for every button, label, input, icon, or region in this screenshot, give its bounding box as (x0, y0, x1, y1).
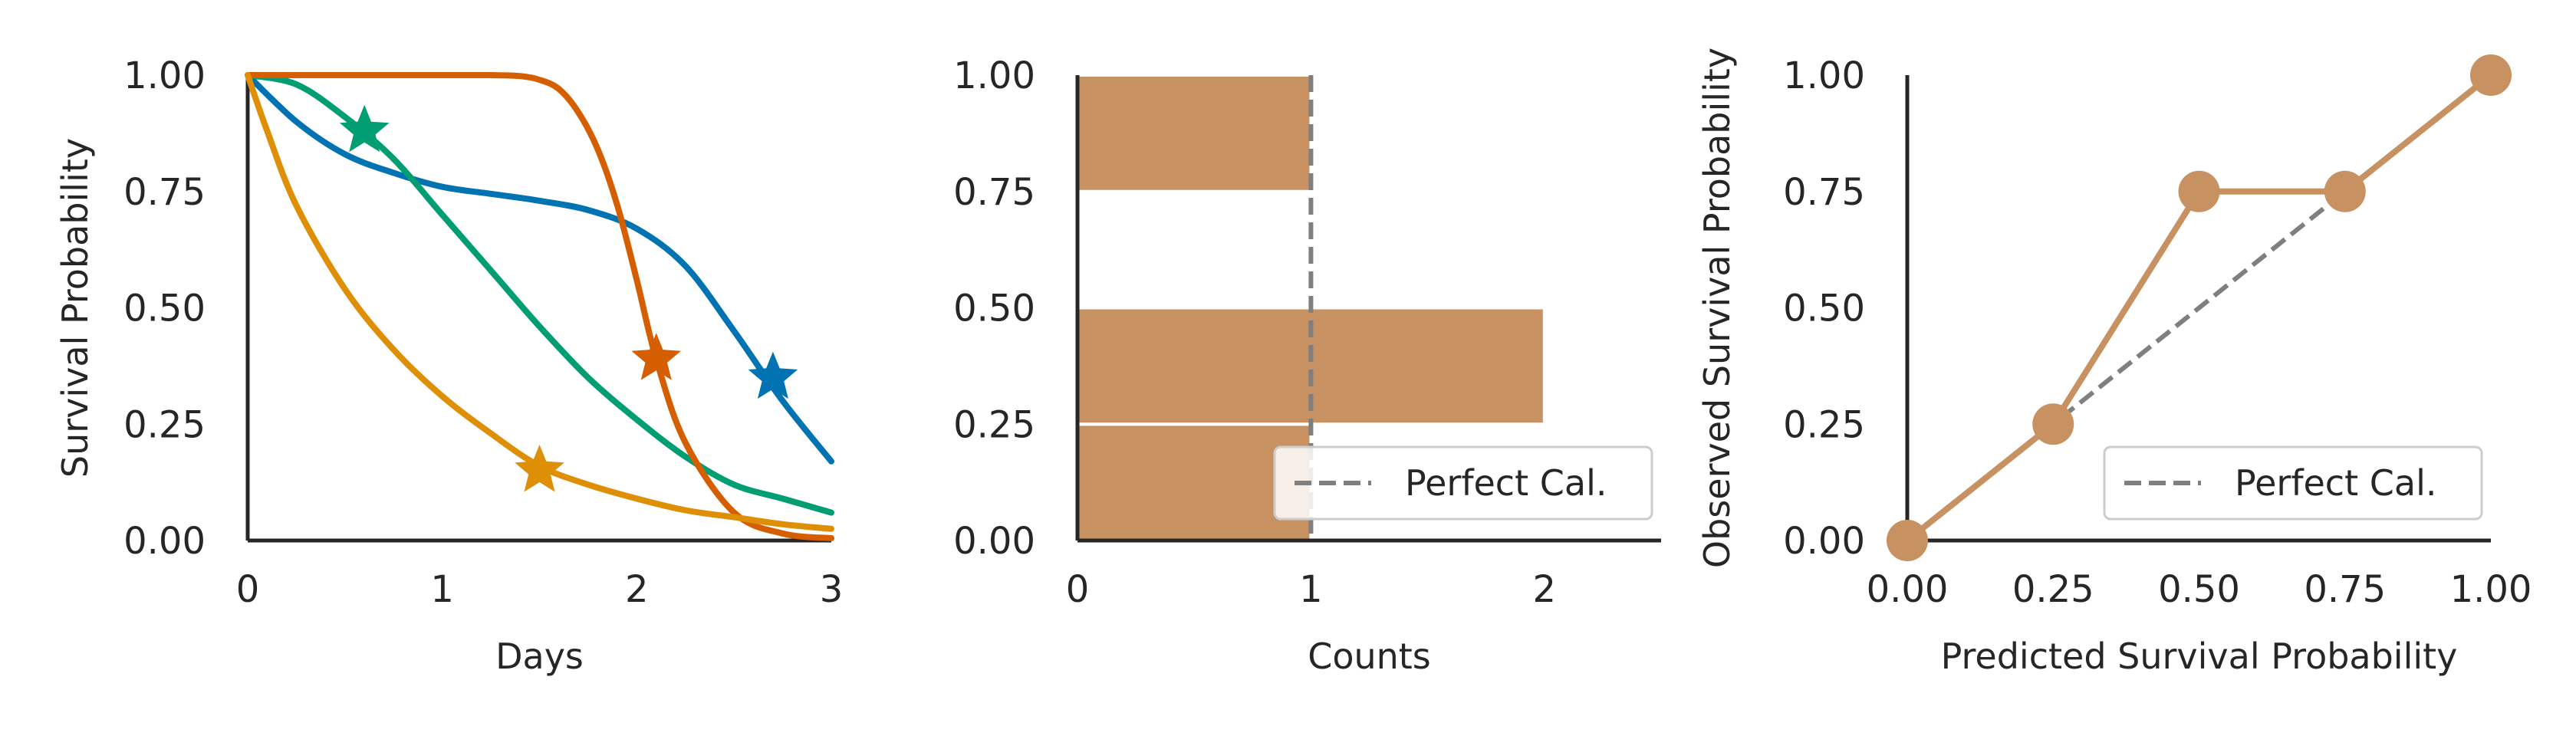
x-axis-label: Predicted Survival Probability (1941, 636, 2458, 677)
calibration-point (2032, 403, 2074, 445)
survival-curve (245, 72, 834, 465)
y-tick-label: 1.00 (953, 54, 1035, 97)
y-tick-label: 0.75 (1783, 171, 1865, 214)
legend: Perfect Cal. (2103, 445, 2483, 521)
y-axis-label: Survival Probability (54, 138, 96, 478)
legend-box (2103, 445, 2483, 521)
event-star-marker (631, 333, 681, 380)
x-tick-label: 1 (1299, 568, 1323, 611)
x-tick-label: 2 (625, 568, 649, 611)
survival-curve (245, 71, 834, 541)
y-tick-label: 0.75 (123, 171, 206, 214)
survival-curve (245, 72, 834, 532)
y-axis-label: Observed Survival Probability (1696, 48, 1738, 568)
x-axis-label: Counts (1308, 636, 1431, 677)
x-tick-label: 1 (430, 568, 454, 611)
legend-box (1273, 445, 1653, 521)
survival-curve (245, 72, 834, 516)
y-tick-label: 0.00 (123, 520, 206, 563)
x-tick-label: 0 (1066, 568, 1090, 611)
y-tick-label: 0.00 (953, 520, 1035, 563)
x-tick-label: 1.00 (2450, 568, 2532, 611)
y-tick-label: 0.25 (123, 403, 206, 446)
x-tick-label: 0.00 (1867, 568, 1949, 611)
x-tick-label: 0 (236, 568, 260, 611)
y-tick-label: 1.00 (1783, 54, 1865, 97)
chart-3: 0.00 0.25 0.50 0.75 1.00 0.00 0.25 0.50 0.75 1.00… (1696, 48, 2532, 677)
perfect-calibration-line (1906, 189, 2347, 543)
chart-2: 0.00 0.25 0.50 0.75 1.00 0 1 2 Counts Perfect Cal… (953, 54, 1661, 677)
x-tick-label: 0.25 (2012, 568, 2094, 611)
histogram-bar (1076, 74, 1313, 193)
calibration-point (2178, 170, 2220, 212)
x-tick-label: 0.75 (2304, 568, 2386, 611)
x-tick-label: 0.50 (2158, 568, 2240, 611)
legend-label: Perfect Cal. (1405, 462, 1607, 504)
legend-label: Perfect Cal. (2235, 462, 2436, 504)
legend: Perfect Cal. (1273, 445, 1653, 521)
calibration-point (2470, 54, 2512, 96)
x-axis-label: Days (495, 636, 584, 677)
y-tick-label: 0.50 (1783, 288, 1865, 330)
y-tick-label: 1.00 (123, 54, 206, 97)
calibration-point (1887, 520, 1928, 561)
event-star-marker (515, 445, 564, 492)
calibration-point (2324, 170, 2366, 212)
event-star-marker (339, 104, 390, 153)
x-tick-label: 3 (820, 568, 844, 611)
y-tick-label: 0.50 (953, 288, 1035, 330)
y-tick-label: 0.00 (1783, 520, 1865, 563)
y-tick-label: 0.75 (953, 171, 1035, 214)
chart-1: 0.00 0.25 0.50 0.75 1.00 0 1 2 3 Days Survival Pro… (54, 54, 843, 677)
y-tick-label: 0.50 (123, 288, 206, 330)
x-tick-label: 2 (1533, 568, 1557, 611)
event-star-marker (748, 351, 798, 399)
y-tick-label: 0.25 (1783, 403, 1865, 446)
y-tick-label: 0.25 (953, 403, 1035, 446)
